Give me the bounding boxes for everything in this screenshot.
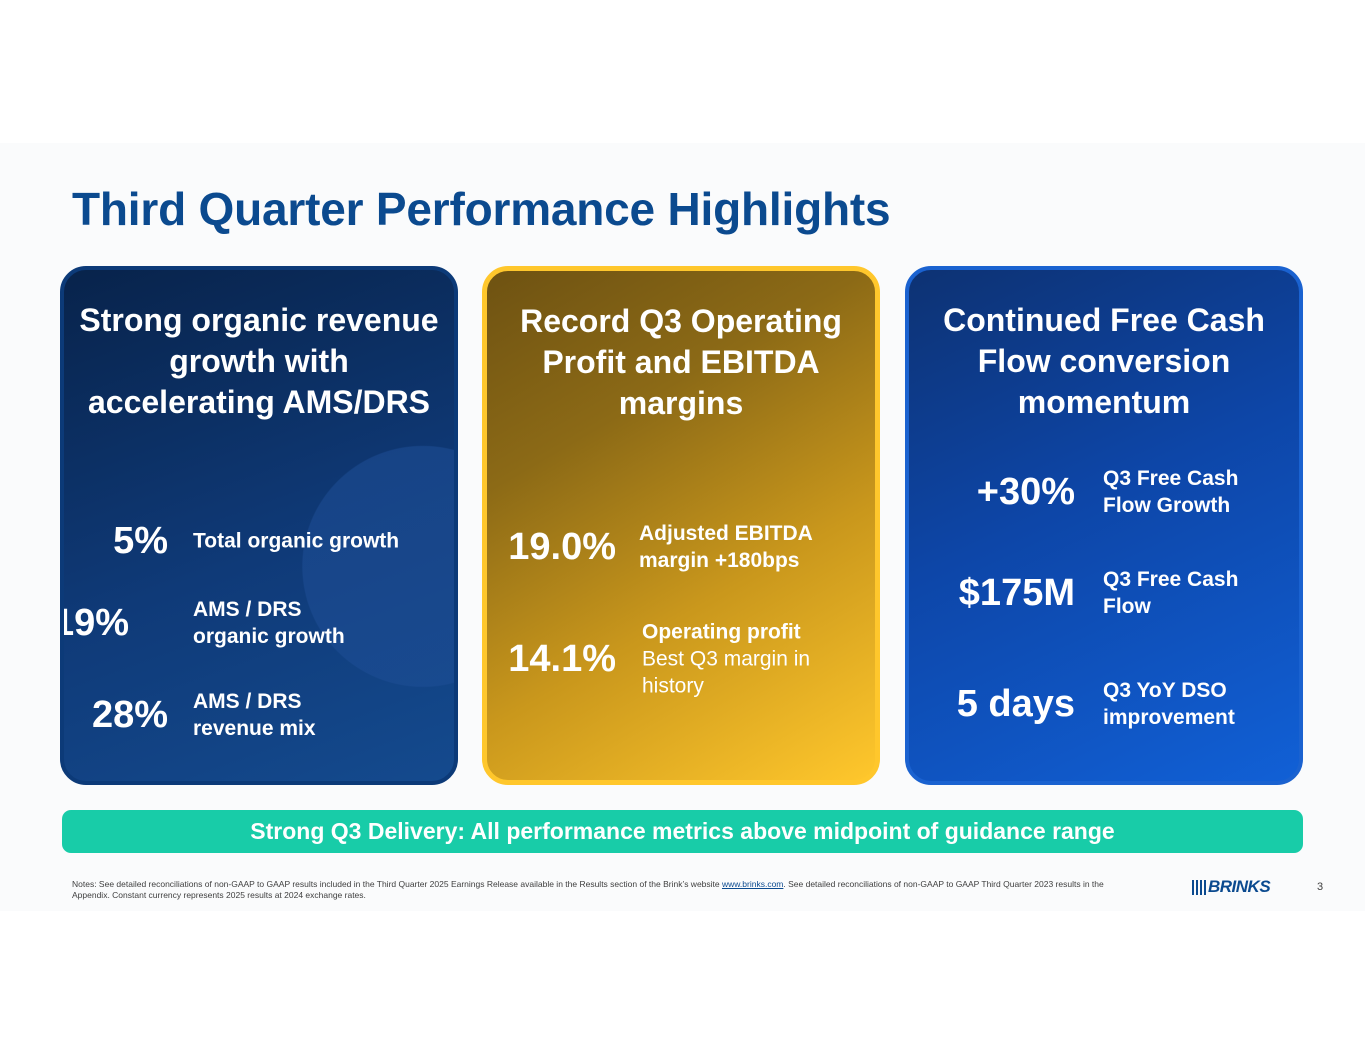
card-heading: Strong organic revenue growth with accel… xyxy=(79,302,439,420)
metric-value: 28% xyxy=(91,694,168,736)
metric-label: Adjusted EBITDA margin +180bps xyxy=(639,522,813,572)
metric-value: $175M xyxy=(958,572,1075,614)
metric-fcf-growth: +30% Q3 Free Cash Flow Growth xyxy=(909,462,1299,522)
metric-adjusted-ebitda-margin: 19.0% Adjusted EBITDA margin +180bps xyxy=(487,517,875,577)
card-heading: Continued Free Cash Flow conversion mome… xyxy=(943,302,1265,420)
metric-value: 5% xyxy=(113,520,168,562)
organic-growth-card: Strong organic revenue growth with accel… xyxy=(60,266,458,785)
brinks-logo: BRINKS xyxy=(1192,877,1271,896)
metric-ams-drs-organic-growth: 19% AMS / DRS organic growth xyxy=(64,593,415,653)
metric-value: 14.1% xyxy=(508,638,616,680)
metric-ams-drs-revenue-mix: 28% AMS / DRS revenue mix xyxy=(64,685,454,745)
brinks-website-link[interactable]: www.brinks.com xyxy=(721,879,784,889)
summary-banner: Strong Q3 Delivery: All performance metr… xyxy=(62,810,1303,853)
metric-label: Q3 YoY DSO improvement xyxy=(1103,679,1235,729)
metric-value: 19.0% xyxy=(508,526,616,568)
metric-label: AMS / DRS revenue mix xyxy=(193,690,316,740)
metric-operating-profit: 14.1% Operating profit Best Q3 margin in… xyxy=(487,621,875,698)
page-number: 3 xyxy=(1317,881,1324,893)
metric-dso-improvement: 5 days Q3 YoY DSO improvement xyxy=(909,674,1299,734)
metric-label: Total organic growth xyxy=(193,529,400,553)
profit-margins-card: Record Q3 Operating Profit and EBITDA ma… xyxy=(482,266,880,785)
metric-value: 19% xyxy=(60,602,129,644)
metric-label: AMS / DRS organic growth xyxy=(193,598,345,648)
footnotes: Notes: See detailed reconciliations of n… xyxy=(72,879,1104,900)
logo-wordmark: BRINKS xyxy=(1208,877,1271,896)
page-title: Third Quarter Performance Highlights xyxy=(72,183,891,235)
metric-value: 5 days xyxy=(956,683,1075,725)
free-cash-flow-card: Continued Free Cash Flow conversion mome… xyxy=(905,266,1303,785)
metric-label: Operating profit Best Q3 margin in histo… xyxy=(642,620,811,698)
logo-bars-icon xyxy=(1192,879,1206,895)
card-heading: Record Q3 Operating Profit and EBITDA ma… xyxy=(520,303,842,421)
metric-value: +30% xyxy=(976,471,1075,513)
metric-fcf: $175M Q3 Free Cash Flow xyxy=(909,563,1299,623)
metric-label: Q3 Free Cash Flow xyxy=(1103,568,1239,618)
metric-label: Q3 Free Cash Flow Growth xyxy=(1103,467,1239,517)
metric-total-organic-growth: 5% Total organic growth xyxy=(64,511,454,571)
